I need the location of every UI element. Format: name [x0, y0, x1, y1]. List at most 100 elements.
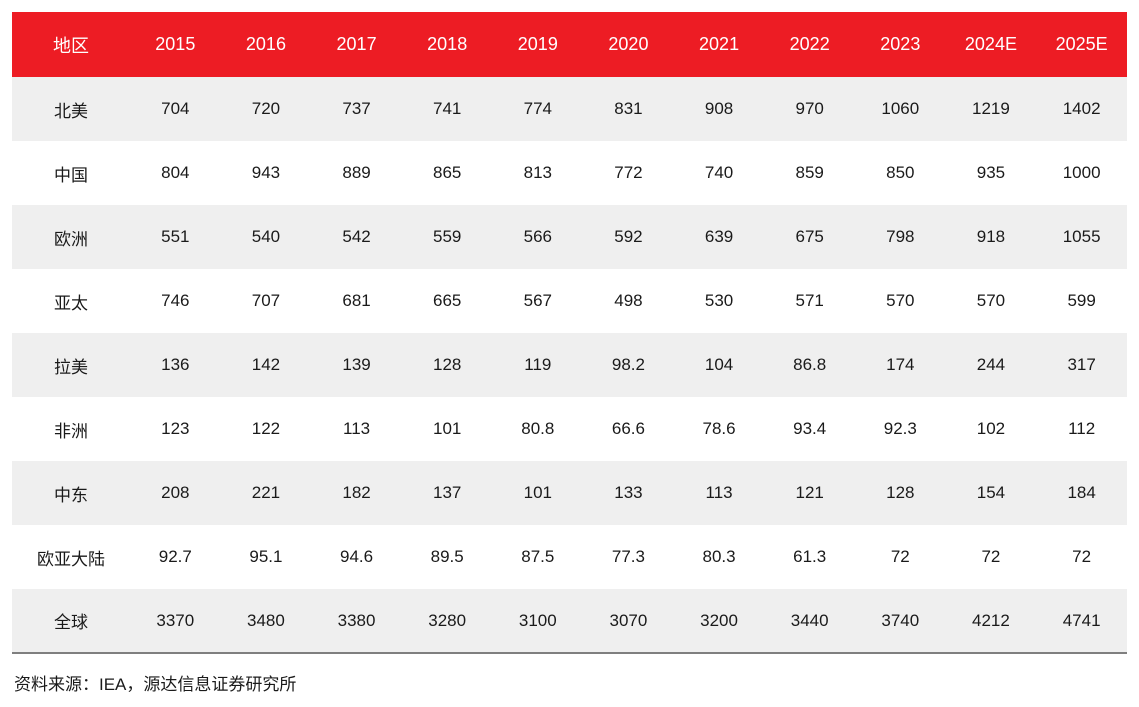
value-cell: 72	[855, 525, 946, 589]
value-cell: 681	[311, 269, 402, 333]
header-cell-year: 2016	[220, 12, 312, 77]
source-note: 资料来源：IEA，源达信息证券研究所	[14, 675, 297, 694]
value-cell: 3100	[492, 589, 584, 653]
value-cell: 95.1	[220, 525, 312, 589]
value-cell: 831	[583, 77, 674, 141]
value-cell: 139	[311, 333, 402, 397]
value-cell: 86.8	[764, 333, 855, 397]
header-cell-year: 2015	[130, 12, 221, 77]
region-cell: 亚太	[12, 269, 130, 333]
value-cell: 859	[764, 141, 855, 205]
value-cell: 174	[855, 333, 946, 397]
value-cell: 128	[855, 461, 946, 525]
value-cell: 3370	[130, 589, 221, 653]
value-cell: 850	[855, 141, 946, 205]
value-cell: 570	[945, 269, 1037, 333]
value-cell: 142	[220, 333, 312, 397]
value-cell: 865	[401, 141, 493, 205]
value-cell: 154	[945, 461, 1037, 525]
value-cell: 92.3	[855, 397, 946, 461]
value-cell: 122	[220, 397, 312, 461]
value-cell: 4741	[1036, 589, 1127, 653]
value-cell: 798	[855, 205, 946, 269]
value-cell: 244	[945, 333, 1037, 397]
value-cell: 804	[130, 141, 221, 205]
value-cell: 119	[492, 333, 584, 397]
value-cell: 740	[673, 141, 765, 205]
table-row: 北美 704 720 737 741 774 831 908 970 1060 1219 1402	[12, 77, 1127, 141]
value-cell: 1060	[855, 77, 946, 141]
value-cell: 102	[945, 397, 1037, 461]
value-cell: 918	[945, 205, 1037, 269]
value-cell: 639	[673, 205, 765, 269]
value-cell: 89.5	[401, 525, 493, 589]
header-cell-region: 地区	[12, 12, 130, 77]
value-cell: 592	[583, 205, 674, 269]
value-cell: 182	[311, 461, 402, 525]
value-cell: 80.3	[673, 525, 765, 589]
value-cell: 136	[130, 333, 221, 397]
regional-data-table: 地区 2015 2016 2017 2018 2019 2020 2021 2022 2023 20…	[12, 12, 1127, 654]
value-cell: 1000	[1036, 141, 1127, 205]
header-cell-year: 2017	[311, 12, 402, 77]
value-cell: 559	[401, 205, 493, 269]
value-cell: 551	[130, 205, 221, 269]
header-cell-year: 2019	[492, 12, 584, 77]
region-cell: 欧洲	[12, 205, 130, 269]
value-cell: 665	[401, 269, 493, 333]
value-cell: 112	[1036, 397, 1127, 461]
value-cell: 92.7	[130, 525, 221, 589]
value-cell: 540	[220, 205, 312, 269]
value-cell: 746	[130, 269, 221, 333]
value-cell: 94.6	[311, 525, 402, 589]
value-cell: 571	[764, 269, 855, 333]
value-cell: 1219	[945, 77, 1037, 141]
value-cell: 133	[583, 461, 674, 525]
table-row: 全球 3370 3480 3380 3280 3100 3070 3200 3440 3740 42…	[12, 589, 1127, 653]
value-cell: 570	[855, 269, 946, 333]
value-cell: 3070	[583, 589, 674, 653]
region-cell: 中东	[12, 461, 130, 525]
value-cell: 908	[673, 77, 765, 141]
value-cell: 3740	[855, 589, 946, 653]
value-cell: 121	[764, 461, 855, 525]
value-cell: 3280	[401, 589, 493, 653]
value-cell: 4212	[945, 589, 1037, 653]
header-cell-year: 2020	[583, 12, 674, 77]
table-header-row: 地区 2015 2016 2017 2018 2019 2020 2021 2022 2023 20…	[12, 12, 1127, 77]
value-cell: 128	[401, 333, 493, 397]
value-cell: 61.3	[764, 525, 855, 589]
value-cell: 599	[1036, 269, 1127, 333]
value-cell: 935	[945, 141, 1037, 205]
header-cell-year: 2021	[673, 12, 765, 77]
value-cell: 317	[1036, 333, 1127, 397]
value-cell: 3440	[764, 589, 855, 653]
value-cell: 208	[130, 461, 221, 525]
value-cell: 113	[311, 397, 402, 461]
table-row: 中东 208 221 182 137 101 133 113 121 128 154 184	[12, 461, 1127, 525]
value-cell: 737	[311, 77, 402, 141]
value-cell: 80.8	[492, 397, 584, 461]
value-cell: 101	[492, 461, 584, 525]
value-cell: 566	[492, 205, 584, 269]
table-row: 欧亚大陆 92.7 95.1 94.6 89.5 87.5 77.3 80.3 61.3 72 72…	[12, 525, 1127, 589]
value-cell: 813	[492, 141, 584, 205]
value-cell: 77.3	[583, 525, 674, 589]
value-cell: 943	[220, 141, 312, 205]
value-cell: 72	[945, 525, 1037, 589]
value-cell: 3480	[220, 589, 312, 653]
value-cell: 774	[492, 77, 584, 141]
header-cell-year: 2022	[764, 12, 855, 77]
region-cell: 欧亚大陆	[12, 525, 130, 589]
table-row: 非洲 123 122 113 101 80.8 66.6 78.6 93.4 92.3 102 112	[12, 397, 1127, 461]
value-cell: 104	[673, 333, 765, 397]
header-cell-year: 2024E	[945, 12, 1037, 77]
value-cell: 704	[130, 77, 221, 141]
value-cell: 123	[130, 397, 221, 461]
table-row: 欧洲 551 540 542 559 566 592 639 675 798 918 1055	[12, 205, 1127, 269]
value-cell: 93.4	[764, 397, 855, 461]
region-cell: 中国	[12, 141, 130, 205]
value-cell: 567	[492, 269, 584, 333]
value-cell: 772	[583, 141, 674, 205]
